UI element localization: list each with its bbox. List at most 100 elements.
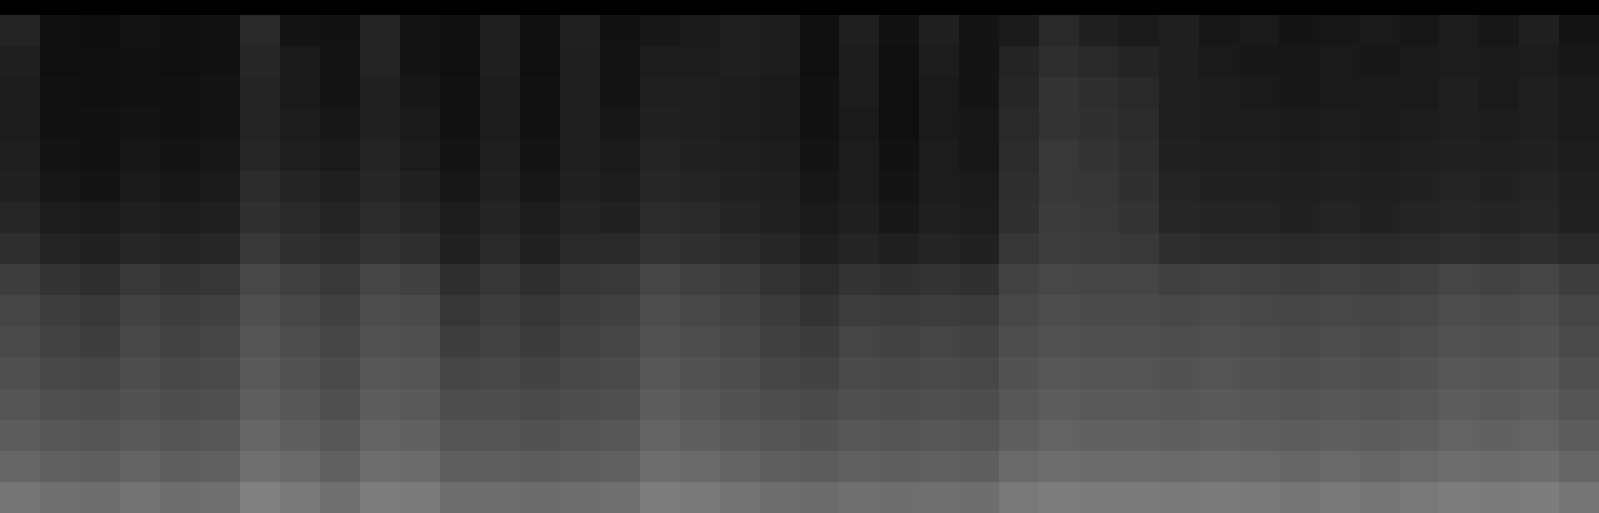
heatmap-cell — [959, 15, 999, 47]
heatmap-cell — [959, 420, 999, 452]
heatmap-cell — [480, 77, 520, 109]
heatmap-cell — [320, 15, 360, 47]
heatmap-cell — [680, 389, 720, 421]
heatmap-cell — [1479, 140, 1519, 172]
heatmap-cell — [440, 171, 480, 203]
heatmap-cell — [919, 264, 959, 296]
heatmap-cell — [1359, 482, 1399, 513]
heatmap-cell — [1079, 171, 1119, 203]
heatmap-cell — [440, 326, 480, 358]
cells — [0, 15, 1599, 513]
heatmap-cell — [1159, 15, 1199, 47]
heatmap-cell — [280, 295, 320, 327]
heatmap-cell — [1319, 264, 1359, 296]
heatmap-cell — [120, 420, 160, 452]
heatmap-cell — [0, 233, 40, 265]
heatmap-cell — [560, 326, 600, 358]
heatmap-cell — [640, 108, 680, 140]
heatmap-cell — [919, 233, 959, 265]
heatmap-cell — [480, 46, 520, 78]
heatmap-cell — [560, 46, 600, 78]
heatmap-cell — [839, 202, 879, 234]
heatmap-cell — [440, 357, 480, 389]
heatmap-cell — [600, 77, 640, 109]
heatmap-cell — [1559, 389, 1599, 421]
heatmap-cell — [280, 46, 320, 78]
heatmap-cell — [1079, 326, 1119, 358]
heatmap-cell — [720, 108, 760, 140]
heatmap-cell — [320, 233, 360, 265]
heatmap-cell — [720, 451, 760, 483]
heatmap-cell — [800, 389, 840, 421]
heatmap-cell — [1359, 233, 1399, 265]
heatmap-cell — [40, 77, 80, 109]
heatmap-cell — [760, 202, 800, 234]
heatmap-cell — [600, 295, 640, 327]
heatmap-cell — [120, 108, 160, 140]
heatmap-cell — [1239, 420, 1279, 452]
heatmap-cell — [839, 357, 879, 389]
heatmap-cell — [1279, 108, 1319, 140]
heatmap-cell — [1559, 202, 1599, 234]
heatmap-cell — [680, 451, 720, 483]
heatmap-cell — [720, 46, 760, 78]
heatmap-cell — [680, 15, 720, 47]
heatmap-cell — [1479, 108, 1519, 140]
heatmap-cell — [120, 357, 160, 389]
heatmap-cell — [520, 202, 560, 234]
heatmap-cell — [800, 295, 840, 327]
heatmap-cell — [1519, 233, 1559, 265]
heatmap-cell — [1519, 295, 1559, 327]
heatmap-cell — [240, 389, 280, 421]
heatmap-cell — [839, 171, 879, 203]
heatmap-cell — [40, 451, 80, 483]
heatmap-cell — [1119, 482, 1159, 513]
heatmap-cell — [680, 202, 720, 234]
heatmap-cell — [360, 15, 400, 47]
heatmap-cell — [360, 420, 400, 452]
heatmap-cell — [640, 357, 680, 389]
heatmap-cell — [160, 482, 200, 513]
heatmap-cell — [1039, 357, 1079, 389]
heatmap-cell — [879, 108, 919, 140]
heatmap-cell — [1519, 264, 1559, 296]
heatmap-cell — [400, 171, 440, 203]
heatmap-cell — [959, 357, 999, 389]
heatmap-cell — [440, 140, 480, 172]
heatmap-cell — [1239, 15, 1279, 47]
heatmap-cell — [999, 482, 1039, 513]
heatmap-cell — [520, 420, 560, 452]
heatmap-cell — [1399, 295, 1439, 327]
heatmap-cell — [120, 295, 160, 327]
heatmap-cell — [879, 389, 919, 421]
heatmap-cell — [1399, 15, 1439, 47]
heatmap-cell — [1119, 420, 1159, 452]
heatmap-cell — [680, 140, 720, 172]
heatmap-cell — [1199, 482, 1239, 513]
heatmap-cell — [1399, 77, 1439, 109]
heatmap-cell — [320, 46, 360, 78]
heatmap-cell — [80, 15, 120, 47]
heatmap-cell — [240, 15, 280, 47]
heatmap-cell — [839, 77, 879, 109]
heatmap-cell — [839, 389, 879, 421]
heatmap-cell — [240, 451, 280, 483]
heatmap-cell — [1319, 326, 1359, 358]
heatmap-cell — [959, 77, 999, 109]
heatmap-cell — [200, 482, 240, 513]
heatmap-cell — [0, 420, 40, 452]
heatmap-cell — [839, 140, 879, 172]
heatmap-cell — [999, 171, 1039, 203]
heatmap-cell — [320, 389, 360, 421]
heatmap-cell — [520, 233, 560, 265]
heatmap-cell — [160, 46, 200, 78]
heatmap-cell — [760, 389, 800, 421]
heatmap-cell — [1239, 295, 1279, 327]
heatmap-cell — [120, 264, 160, 296]
heatmap-cell — [280, 202, 320, 234]
heatmap-cell — [320, 77, 360, 109]
heatmap-cell — [160, 15, 200, 47]
heatmap-cell — [360, 451, 400, 483]
heatmap-cell — [1199, 46, 1239, 78]
heatmap-cell — [1119, 357, 1159, 389]
